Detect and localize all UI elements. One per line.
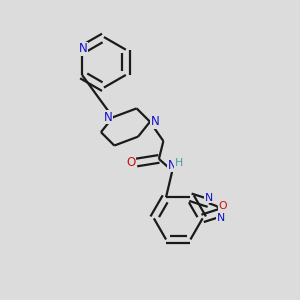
Text: N: N [168, 159, 176, 172]
Text: O: O [218, 201, 227, 211]
Text: O: O [127, 156, 136, 169]
Text: N: N [150, 115, 159, 128]
Text: N: N [217, 213, 225, 223]
Text: N: N [104, 111, 112, 124]
Text: H: H [175, 158, 183, 168]
Text: H: H [175, 158, 183, 168]
Text: N: N [79, 42, 88, 55]
Text: N: N [168, 159, 176, 172]
Text: N: N [205, 193, 213, 203]
